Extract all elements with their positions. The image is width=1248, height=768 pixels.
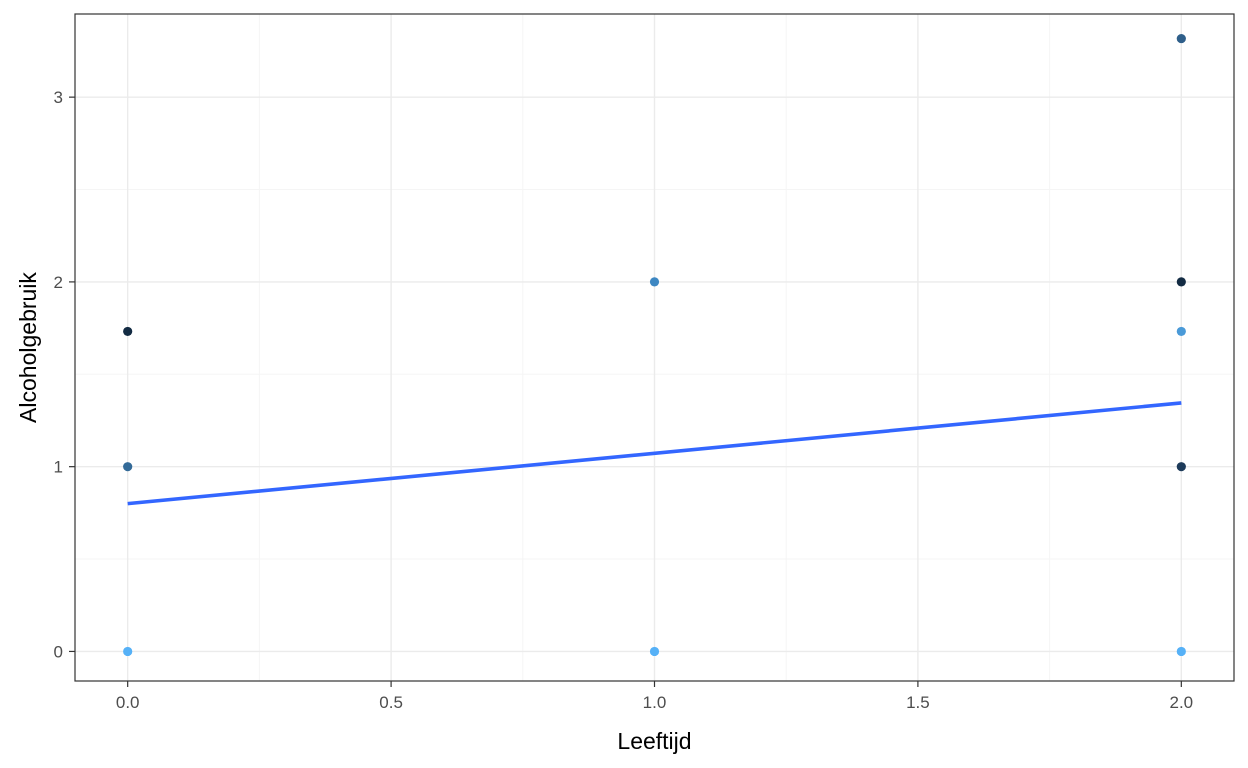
data-point (1176, 646, 1186, 657)
data-point (123, 646, 133, 657)
data-point (649, 277, 660, 287)
y-tick-label: 1 (54, 458, 63, 477)
y-axis-ticks: 0 1 2 3 (54, 88, 75, 661)
grid-major (75, 14, 1234, 681)
data-point (1176, 326, 1186, 337)
x-tick-label: 1.5 (906, 693, 930, 712)
x-tick-label: 0.0 (116, 693, 140, 712)
x-axis-title: Leeftijd (617, 728, 691, 754)
data-point (649, 646, 660, 657)
data-point (123, 462, 133, 472)
x-tick-label: 2.0 (1169, 693, 1193, 712)
data-point (1176, 277, 1186, 287)
data-point (1176, 33, 1186, 44)
y-axis-title: Alcoholgebruik (15, 272, 41, 423)
x-axis-ticks: 0.0 0.5 1.0 1.5 2.0 (116, 681, 1193, 712)
y-tick-label: 2 (54, 273, 63, 292)
x-tick-label: 0.5 (379, 693, 403, 712)
data-points (123, 33, 1186, 657)
trend-line (127, 401, 1182, 506)
x-tick-label: 1.0 (643, 693, 667, 712)
trend-line-group (127, 401, 1182, 506)
data-point (123, 326, 133, 337)
data-point (1176, 462, 1186, 472)
y-tick-label: 3 (54, 88, 63, 107)
y-tick-label: 0 (54, 642, 63, 661)
